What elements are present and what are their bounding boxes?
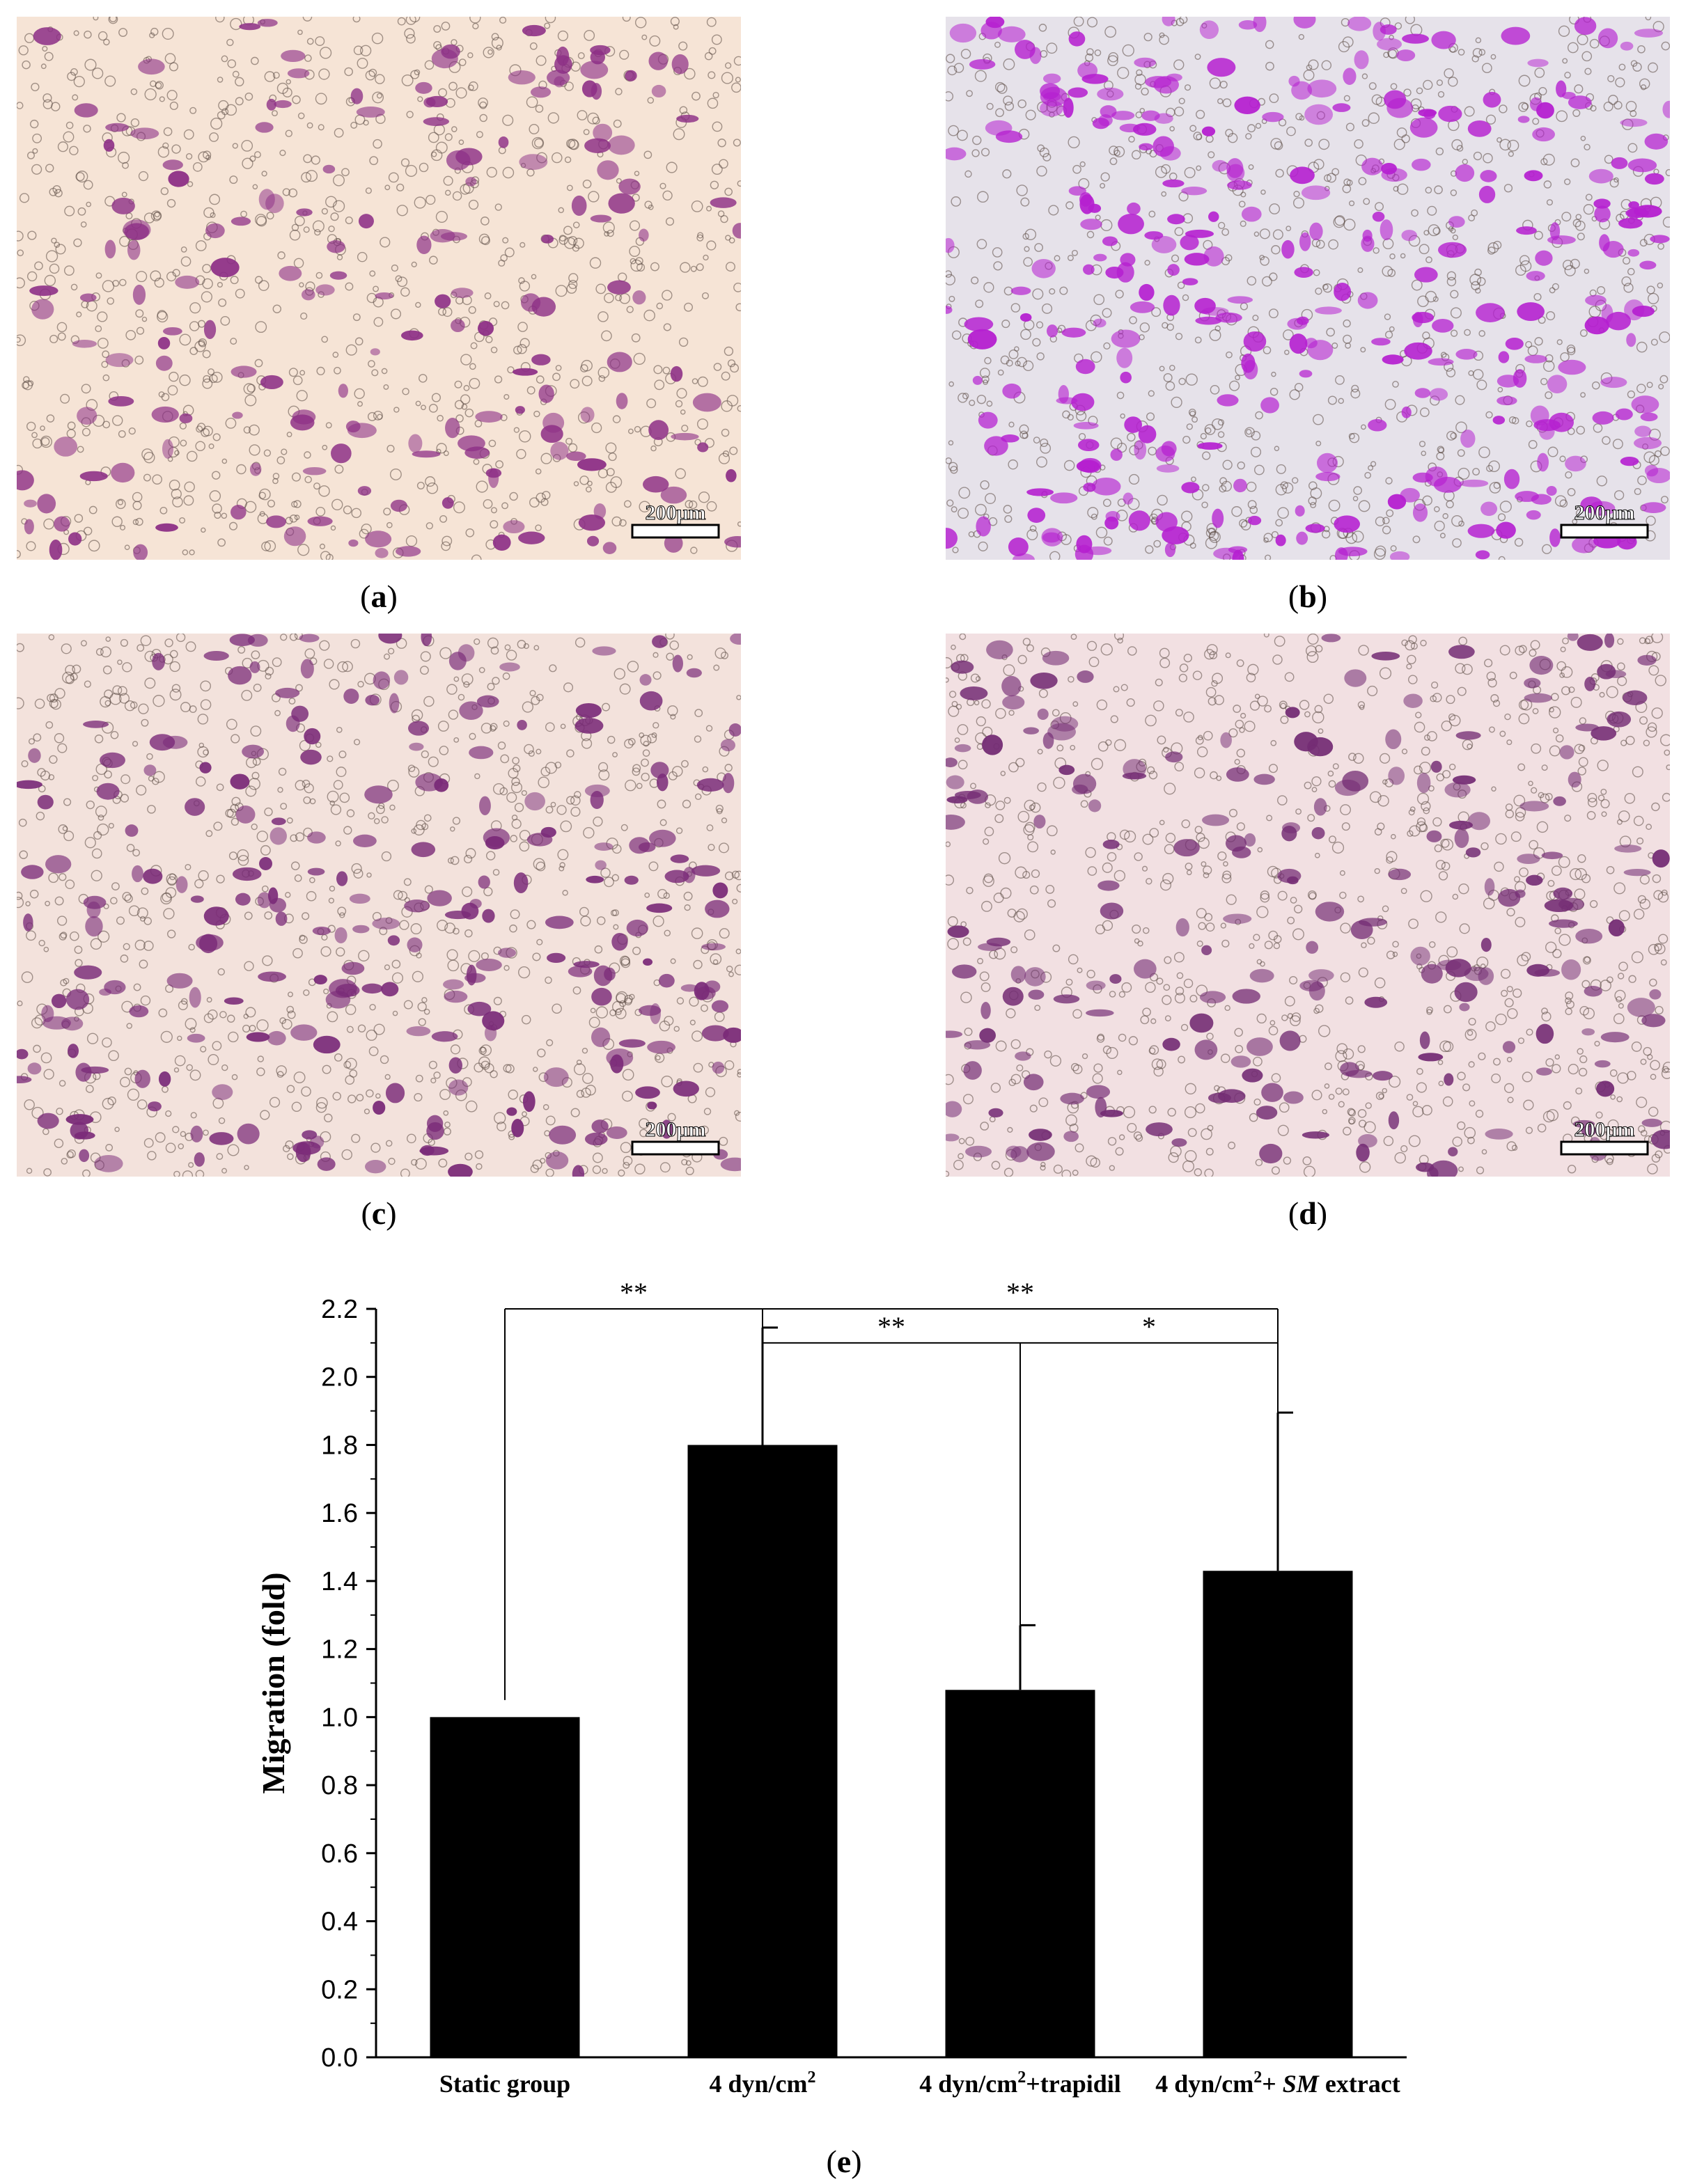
y-tick-label: 2.2 (321, 1295, 358, 1324)
significance-bracket: ** (763, 1277, 1279, 1343)
y-tick-label: 2.0 (321, 1363, 358, 1392)
scale-bar: 200μm (631, 501, 720, 539)
stained-cells (946, 17, 1670, 560)
scale-bar: 200μm (1560, 1118, 1649, 1156)
scale-bar-label: 200μm (1574, 501, 1635, 524)
caption-e: (e) (826, 2144, 862, 2179)
scale-bar-label: 200μm (646, 1118, 706, 1141)
micrograph-panel-a: 200μm (17, 17, 741, 560)
bar (945, 1690, 1095, 2057)
caption-b: (b) (1288, 579, 1328, 614)
scale-bar-label: 200μm (646, 501, 706, 524)
y-tick-label: 0.2 (321, 1975, 358, 2004)
x-tick-label: Static group (439, 2070, 570, 2098)
caption-c: (c) (361, 1195, 397, 1231)
micrograph-background (17, 634, 741, 1177)
y-tick-label: 0.6 (321, 1839, 358, 1869)
caption-d: (d) (1288, 1195, 1328, 1231)
significance-label: ** (620, 1277, 648, 1308)
significance-bracket: ** (762, 1309, 1021, 1626)
y-tick-label: 0.8 (321, 1771, 358, 1800)
stained-cells (946, 634, 1670, 1177)
significance-label: ** (877, 1311, 905, 1342)
caption-a: (a) (360, 579, 398, 614)
y-tick-label: 0.4 (321, 1908, 358, 1937)
x-tick-label: 4 dyn/cm2+trapidil (919, 2068, 1121, 2098)
y-tick-label: 1.6 (321, 1499, 358, 1528)
micrograph-panel-d: 200μm (946, 634, 1670, 1177)
micrograph-panel-c: 200μm (17, 634, 741, 1177)
bar (687, 1445, 838, 2057)
y-tick-label: 0.0 (321, 2043, 358, 2073)
y-tick-label: 1.4 (321, 1567, 358, 1596)
y-tick-label: 1.0 (321, 1703, 358, 1732)
migration-bar-chart: 0.0 0.2 0.4 0.6 0.8 1.0 1.2 1.4 1.6 1.8 2.0 2.2 Migr… (237, 1239, 1462, 2144)
stained-cells (17, 634, 741, 1177)
y-tick-label: 1.2 (321, 1635, 358, 1665)
x-tick-label: 4 dyn/cm2+ SM extract (1155, 2068, 1400, 2098)
scale-bar-label: 200μm (1574, 1118, 1635, 1141)
scale-bar: 200μm (631, 1118, 720, 1156)
stained-cells (17, 19, 741, 560)
bar (1203, 1571, 1353, 2057)
significance-bracket: * (1020, 1311, 1279, 1413)
membrane-pores (17, 17, 741, 560)
y-tick-label: 1.8 (321, 1431, 358, 1460)
x-tick-label: 4 dyn/cm2 (709, 2068, 815, 2098)
bar (430, 1717, 580, 2057)
y-axis-label: Migration (fold) (256, 1572, 291, 1793)
significance-label: * (1142, 1311, 1156, 1342)
membrane-pores (946, 17, 1670, 560)
scale-bar: 200μm (1560, 501, 1649, 539)
micrograph-panel-b: 200μm (946, 17, 1670, 560)
significance-label: ** (1006, 1277, 1034, 1308)
